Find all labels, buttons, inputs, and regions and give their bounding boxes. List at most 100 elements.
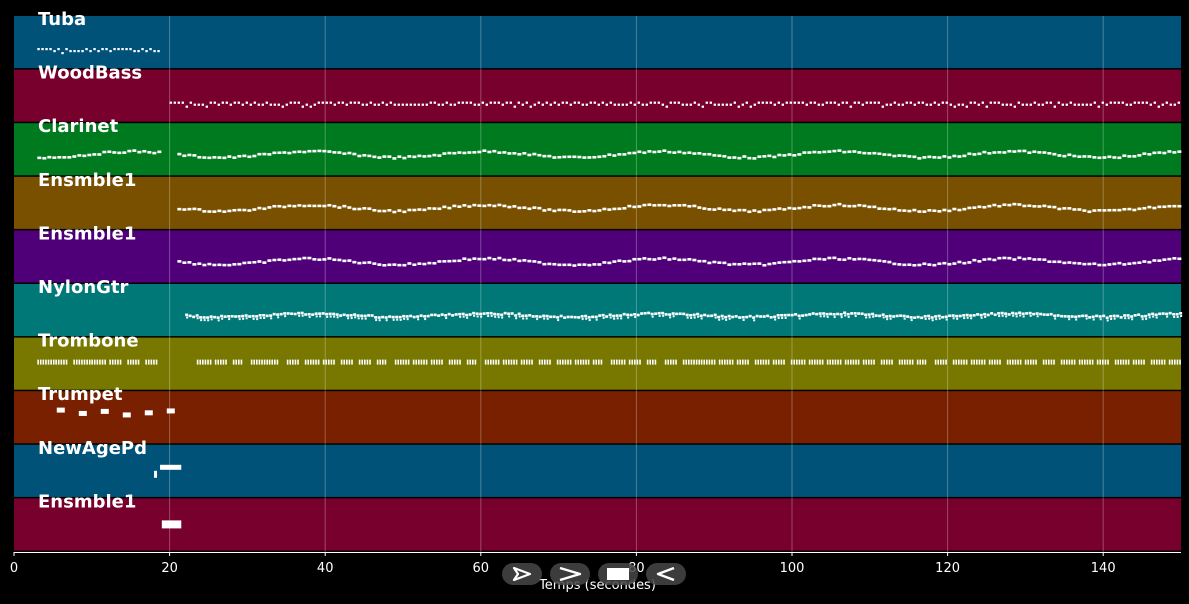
note: [1117, 101, 1120, 104]
note: [311, 313, 315, 316]
note: [339, 314, 343, 317]
note: [1133, 314, 1137, 317]
stop-button[interactable]: [598, 563, 638, 585]
note: [955, 359, 958, 365]
note: [817, 257, 822, 261]
note: [427, 207, 432, 210]
note: [157, 150, 162, 154]
note: [1147, 153, 1152, 156]
note: [213, 101, 216, 104]
back-button[interactable]: [646, 563, 686, 585]
note: [1137, 261, 1142, 265]
note: [980, 316, 983, 319]
note: [352, 152, 357, 156]
note: [199, 316, 203, 319]
note: [622, 207, 627, 210]
note: [237, 315, 241, 318]
note: [527, 207, 532, 211]
note: [247, 209, 252, 212]
note: [857, 203, 862, 207]
play-button[interactable]: [502, 563, 542, 585]
note: [745, 101, 748, 104]
note: [77, 50, 80, 53]
note: [1052, 260, 1057, 264]
note: [1168, 359, 1171, 365]
note: [889, 103, 892, 106]
note: [556, 316, 560, 319]
note: [1137, 313, 1141, 317]
note: [928, 317, 931, 320]
note: [727, 208, 732, 211]
note: [761, 101, 764, 104]
note: [811, 312, 815, 315]
note: [542, 154, 547, 158]
note: [502, 204, 507, 208]
note: [1122, 207, 1127, 211]
note: [597, 155, 602, 159]
note: [437, 207, 442, 211]
note: [207, 156, 212, 160]
note: [81, 359, 83, 365]
note: [479, 312, 483, 316]
note: [852, 359, 855, 365]
note: [284, 315, 287, 318]
note: [962, 154, 967, 158]
note: [913, 316, 917, 319]
note: [197, 208, 202, 211]
note: [536, 318, 539, 321]
note: [307, 204, 312, 208]
note: [844, 314, 847, 317]
note: [654, 312, 658, 316]
note: [345, 103, 348, 106]
note: [1060, 314, 1064, 318]
note: [706, 359, 708, 365]
note: [462, 151, 467, 155]
note: [405, 103, 408, 106]
note: [1029, 314, 1032, 317]
note: [629, 313, 633, 317]
note: [682, 203, 687, 207]
note: [931, 319, 934, 322]
forward-button[interactable]: [550, 563, 590, 585]
note: [849, 105, 852, 108]
note: [346, 359, 348, 365]
note: [1086, 359, 1089, 365]
note: [1025, 103, 1028, 106]
note: [497, 256, 502, 260]
note: [297, 359, 299, 365]
note: [722, 261, 727, 265]
note: [407, 208, 412, 212]
track-lane: [14, 16, 1181, 69]
note: [72, 155, 77, 158]
note: [238, 318, 241, 321]
note: [189, 101, 192, 104]
note: [1012, 258, 1017, 261]
note: [1163, 359, 1166, 365]
note: [965, 359, 968, 365]
note: [778, 359, 780, 365]
note: [781, 103, 784, 106]
note: [537, 206, 542, 210]
note: [957, 155, 962, 158]
note: [202, 210, 207, 213]
note: [433, 313, 437, 317]
note: [1141, 101, 1144, 104]
note: [1053, 359, 1055, 365]
note: [718, 359, 721, 365]
note: [1057, 154, 1062, 157]
note: [398, 315, 402, 319]
note: [192, 263, 197, 266]
note: [657, 203, 662, 207]
note: [500, 313, 504, 317]
note: [796, 359, 798, 365]
note: [819, 359, 821, 365]
note: [322, 204, 327, 208]
note: [269, 103, 272, 106]
note: [342, 259, 347, 263]
note: [757, 155, 762, 158]
note: [321, 101, 324, 104]
note: [613, 103, 616, 106]
note: [1092, 318, 1095, 321]
note: [972, 153, 977, 156]
